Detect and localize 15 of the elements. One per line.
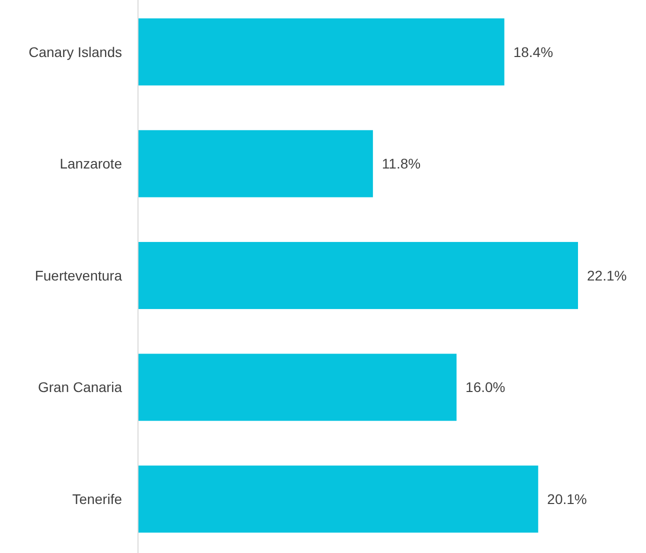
y-tick-label: Tenerife — [72, 491, 122, 507]
bar — [138, 466, 538, 533]
bar — [138, 354, 457, 421]
y-tick-label: Gran Canaria — [38, 379, 122, 396]
bar — [138, 130, 373, 198]
data-label: 11.8% — [382, 156, 421, 172]
y-tick-label: Lanzarote — [60, 156, 122, 172]
data-label: 18.4% — [513, 44, 554, 60]
bar — [138, 242, 578, 310]
data-label: 16.0% — [466, 379, 506, 396]
data-label: 20.1% — [547, 491, 587, 507]
bar — [138, 18, 504, 86]
data-label: 22.1% — [587, 267, 627, 284]
y-tick-label: Canary Islands — [28, 44, 122, 60]
y-tick-label: Fuerteventura — [34, 267, 122, 284]
